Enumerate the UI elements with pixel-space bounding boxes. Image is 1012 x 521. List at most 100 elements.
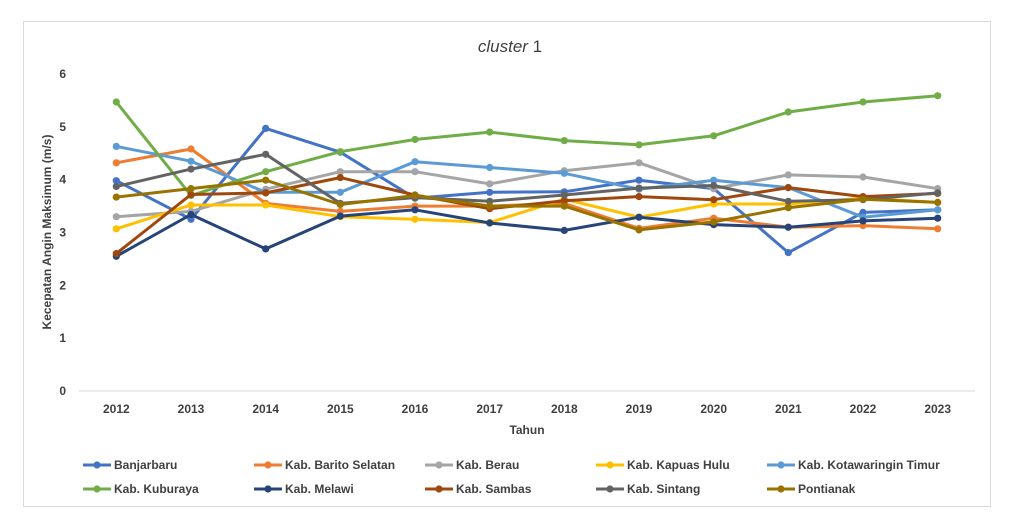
series-line: [115, 152, 938, 205]
data-point: [187, 210, 195, 219]
data-point: [560, 169, 568, 177]
data-point: [710, 196, 718, 204]
data-point: [411, 158, 419, 166]
x-tick-label: 2015: [327, 402, 354, 416]
data-point: [635, 141, 643, 149]
x-tick-label: 2022: [850, 402, 877, 416]
data-point: [262, 189, 270, 197]
data-point: [187, 185, 195, 193]
chart-title-suffix: 1: [528, 37, 542, 56]
data-point: [635, 213, 643, 221]
data-point: [187, 165, 195, 173]
legend-swatch-marker: [264, 485, 272, 493]
data-point: [635, 226, 643, 234]
legend-label: Banjarbaru: [114, 458, 177, 472]
data-point: [262, 201, 270, 209]
data-point: [859, 98, 867, 106]
data-point: [112, 182, 120, 191]
y-tick-label: 6: [59, 67, 66, 81]
legend-label: Kab. Barito Selatan: [285, 458, 395, 472]
x-tick-label: 2023: [924, 402, 951, 416]
data-point: [187, 190, 195, 199]
data-point: [112, 213, 120, 221]
data-point: [710, 218, 718, 226]
data-point: [859, 195, 867, 203]
legend-item: Kab. Berau: [425, 458, 519, 472]
series-line: [115, 196, 938, 231]
legend-label: Kab. Berau: [456, 458, 519, 472]
data-point: [187, 145, 195, 153]
x-tick-label: 2014: [252, 402, 279, 416]
data-point: [336, 168, 344, 176]
data-point: [411, 215, 419, 223]
data-point: [486, 188, 494, 196]
legend-swatch-marker: [606, 461, 614, 469]
data-point: [187, 201, 195, 209]
legend-label: Kab. Melawi: [285, 482, 354, 496]
data-point: [336, 188, 344, 196]
legend-label: Kab. Sintang: [627, 482, 700, 496]
data-point: [112, 142, 120, 150]
data-point: [560, 226, 568, 234]
data-point: [560, 202, 568, 210]
legend-item: Kab. Kotawaringin Timur: [767, 458, 940, 472]
data-point: [486, 202, 494, 210]
data-point: [784, 108, 792, 116]
legend-item: Kab. Sambas: [425, 482, 532, 496]
x-tick-label: 2018: [551, 402, 578, 416]
data-point: [784, 249, 792, 257]
data-point: [187, 157, 195, 165]
data-point: [560, 197, 568, 205]
data-point: [784, 184, 792, 192]
y-tick-label: 3: [59, 226, 66, 240]
data-point: [411, 206, 419, 214]
chart-area: [23, 21, 991, 507]
data-point: [112, 193, 120, 201]
data-point: [112, 159, 120, 167]
legend-label: Kab. Kuburaya: [114, 482, 199, 496]
legend-swatch-marker: [777, 461, 785, 469]
legend-item: Kab. Sintang: [596, 482, 700, 496]
legend-swatch-marker: [777, 485, 785, 493]
legend-swatch-marker: [264, 461, 272, 469]
legend-swatch-marker: [606, 485, 614, 493]
data-point: [336, 148, 344, 156]
data-point: [635, 176, 643, 184]
series-line: [115, 126, 938, 255]
data-point: [784, 223, 792, 231]
data-point: [934, 214, 942, 222]
legend: Banjarbaru Kab. Barito Selatan Kab. Berau K…: [83, 458, 940, 496]
x-tick-label: 2021: [775, 402, 802, 416]
data-point: [486, 219, 494, 227]
x-tick-label: 2016: [402, 402, 429, 416]
data-point: [560, 191, 568, 199]
data-point: [784, 197, 792, 205]
data-point: [336, 200, 344, 209]
y-tick-label: 4: [59, 173, 66, 187]
series-line: [115, 176, 938, 255]
legend-label: Kab. Kapuas Hulu: [627, 458, 730, 472]
data-point: [859, 173, 867, 181]
legend-label: Kab. Sambas: [456, 482, 532, 496]
y-axis-title: Kecepatan Angin Maksimum (m/s): [40, 135, 54, 330]
data-point: [934, 198, 942, 206]
data-point: [486, 128, 494, 136]
y-axis-ticks: 0 1 2 3 4 5 6: [59, 67, 66, 398]
data-point: [262, 168, 270, 176]
data-point: [934, 225, 942, 233]
data-point: [486, 163, 494, 172]
series-7: [112, 174, 942, 258]
data-point: [262, 176, 270, 184]
data-point: [112, 177, 120, 185]
legend-swatch-marker: [93, 461, 101, 469]
data-point: [112, 98, 120, 106]
data-point: [635, 193, 643, 201]
x-tick-label: 2019: [626, 402, 653, 416]
legend-item: Kab. Melawi: [254, 482, 354, 496]
legend-item: Kab. Barito Selatan: [254, 458, 395, 472]
legend-item: Kab. Kapuas Hulu: [596, 458, 730, 472]
y-tick-label: 0: [59, 384, 66, 398]
data-point: [411, 191, 419, 200]
data-point: [934, 206, 942, 214]
